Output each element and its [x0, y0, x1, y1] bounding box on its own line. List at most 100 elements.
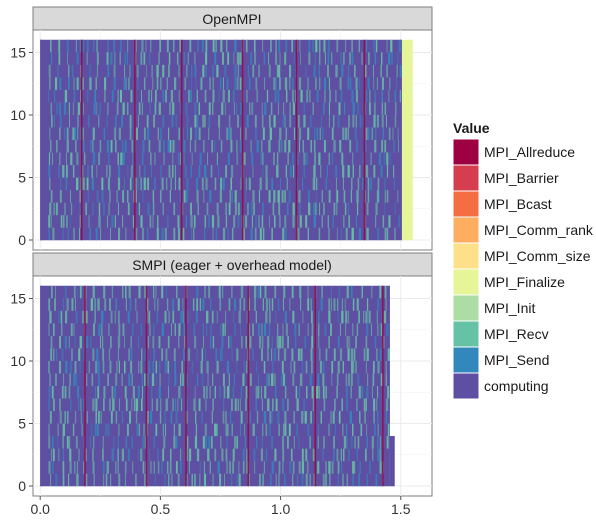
event-sliver [113, 77, 116, 90]
event-sliver [49, 202, 52, 216]
event-sliver [328, 335, 330, 349]
event-sliver [206, 202, 209, 216]
event-sliver [264, 285, 267, 299]
event-sliver [285, 89, 288, 103]
event-sliver [223, 398, 225, 412]
event-sliver [149, 52, 151, 65]
event-sliver [199, 152, 202, 166]
event-sliver [146, 64, 148, 78]
event-sliver [261, 436, 263, 449]
event-sliver [172, 298, 175, 311]
event-sliver [289, 64, 292, 78]
event-sliver [270, 39, 272, 53]
event-sliver [205, 348, 206, 361]
event-sliver [366, 227, 369, 241]
event-sliver [384, 102, 387, 115]
event-sliver [140, 398, 143, 412]
event-sliver [153, 436, 155, 449]
event-sliver [268, 190, 271, 203]
event-sliver [324, 89, 326, 103]
event-sliver [156, 310, 159, 324]
event-sliver [106, 215, 109, 228]
event-sliver [144, 348, 147, 361]
event-sliver [229, 461, 231, 474]
event-sliver [92, 140, 94, 153]
event-sliver [284, 411, 287, 424]
event-sliver [208, 215, 210, 228]
y-tick-label: 15 [10, 45, 26, 61]
event-sliver [229, 411, 232, 424]
event-sliver [186, 114, 189, 128]
event-sliver [135, 473, 137, 487]
event-sliver [141, 348, 143, 361]
event-sliver [94, 310, 96, 324]
event-sliver [178, 89, 180, 103]
legend-swatch [452, 216, 480, 244]
event-sliver [120, 152, 123, 166]
event-sliver [197, 202, 199, 216]
event-sliver [265, 298, 269, 311]
event-sliver [66, 39, 69, 53]
event-sliver [112, 398, 115, 412]
event-sliver [141, 102, 143, 115]
allreduce-column [84, 285, 86, 487]
event-sliver [111, 215, 114, 228]
event-sliver [387, 348, 390, 361]
bars-smpi [40, 285, 395, 487]
event-sliver [385, 298, 387, 311]
event-sliver [121, 411, 123, 424]
event-sliver [299, 285, 302, 299]
legend: Value MPI_AllreduceMPI_BarrierMPI_BcastM… [452, 120, 594, 400]
event-sliver [328, 77, 331, 90]
event-sliver [216, 360, 219, 374]
event-sliver [279, 77, 281, 90]
event-sliver [256, 140, 259, 153]
event-sliver [376, 114, 379, 128]
legend-swatch [452, 320, 480, 348]
event-sliver [337, 298, 339, 311]
event-sliver [225, 423, 228, 437]
event-sliver [227, 152, 230, 166]
event-sliver [278, 140, 281, 153]
event-sliver [212, 373, 214, 386]
event-sliver [323, 398, 326, 412]
event-sliver [334, 423, 336, 437]
event-sliver [208, 436, 211, 449]
event-sliver [65, 285, 67, 299]
event-sliver [244, 436, 247, 449]
event-sliver [87, 165, 89, 178]
event-sliver [212, 77, 215, 90]
event-sliver [225, 39, 228, 53]
event-sliver [207, 373, 209, 386]
event-sliver [142, 461, 145, 474]
event-sliver [214, 52, 217, 65]
event-sliver [148, 310, 151, 324]
event-sliver [150, 461, 152, 474]
event-sliver [336, 386, 338, 399]
event-sliver [152, 190, 155, 203]
event-sliver [93, 323, 95, 336]
event-sliver [289, 461, 292, 474]
event-sliver [344, 202, 347, 216]
event-sliver [305, 473, 308, 487]
event-sliver [117, 202, 119, 216]
event-sliver [165, 285, 167, 299]
event-sliver [216, 310, 218, 324]
event-sliver [298, 461, 301, 474]
event-sliver [309, 373, 312, 386]
event-sliver [182, 227, 185, 241]
event-sliver [187, 127, 189, 140]
event-sliver [321, 190, 323, 203]
event-sliver [66, 127, 69, 140]
event-sliver [368, 102, 371, 115]
event-sliver [300, 89, 303, 103]
event-sliver [103, 386, 106, 399]
event-sliver [352, 102, 355, 115]
event-sliver [326, 165, 328, 178]
event-sliver [107, 152, 110, 166]
event-sliver [269, 215, 270, 228]
event-sliver [164, 227, 167, 241]
event-sliver [322, 360, 325, 374]
event-sliver [68, 473, 70, 487]
event-sliver [257, 386, 260, 399]
